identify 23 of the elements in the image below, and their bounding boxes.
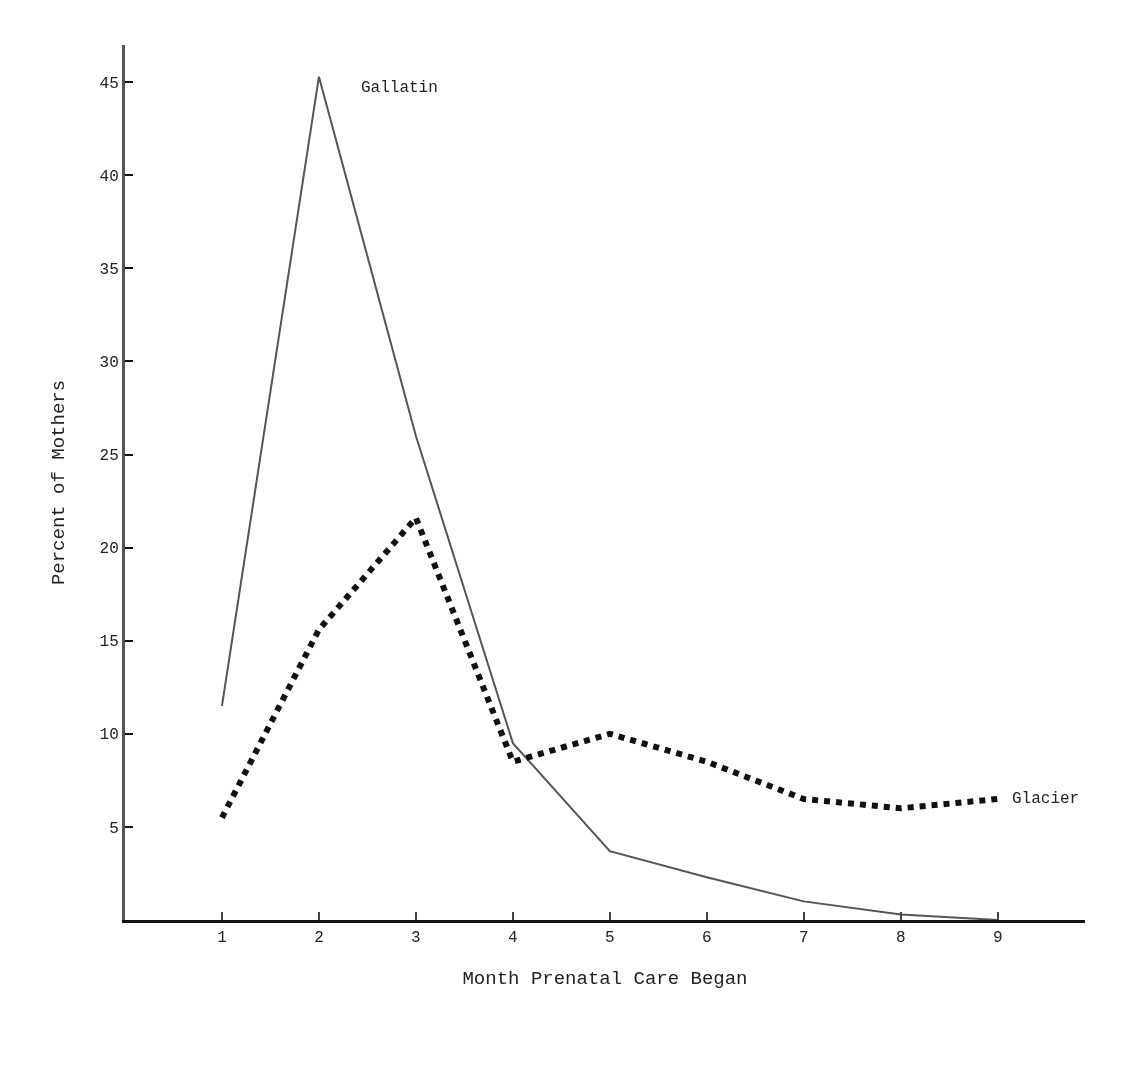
y-tick-label: 40 xyxy=(99,167,119,186)
x-tick-label: 3 xyxy=(411,929,421,948)
y-tick-label: 15 xyxy=(99,633,119,652)
y-tick-label: 5 xyxy=(109,819,119,838)
x-tick-label: 1 xyxy=(217,929,227,948)
x-axis-title: Month Prenatal Care Began xyxy=(462,968,748,990)
line-series xyxy=(220,75,999,920)
series-label: Glacier xyxy=(1012,790,1080,808)
x-tick-label: 6 xyxy=(702,929,712,948)
y-tick-label: 45 xyxy=(99,74,119,93)
x-tick-label: 8 xyxy=(895,929,906,948)
y-tick-label: 25 xyxy=(99,447,119,466)
x-tick-label: 7 xyxy=(798,929,809,948)
y-tick-label: 30 xyxy=(99,354,119,373)
x-tick-label: 4 xyxy=(508,929,518,948)
y-axis-title: Percent of Mothers xyxy=(48,379,71,586)
x-tick-label: 2 xyxy=(314,929,324,948)
x-tick-label: 5 xyxy=(605,929,615,948)
y-tick-label: 35 xyxy=(99,261,119,279)
text: Gallatin xyxy=(361,79,438,97)
y-tick-label: 10 xyxy=(99,726,119,745)
x-tick-label: 9 xyxy=(992,929,1003,948)
y-tick-label: 20 xyxy=(99,540,119,559)
